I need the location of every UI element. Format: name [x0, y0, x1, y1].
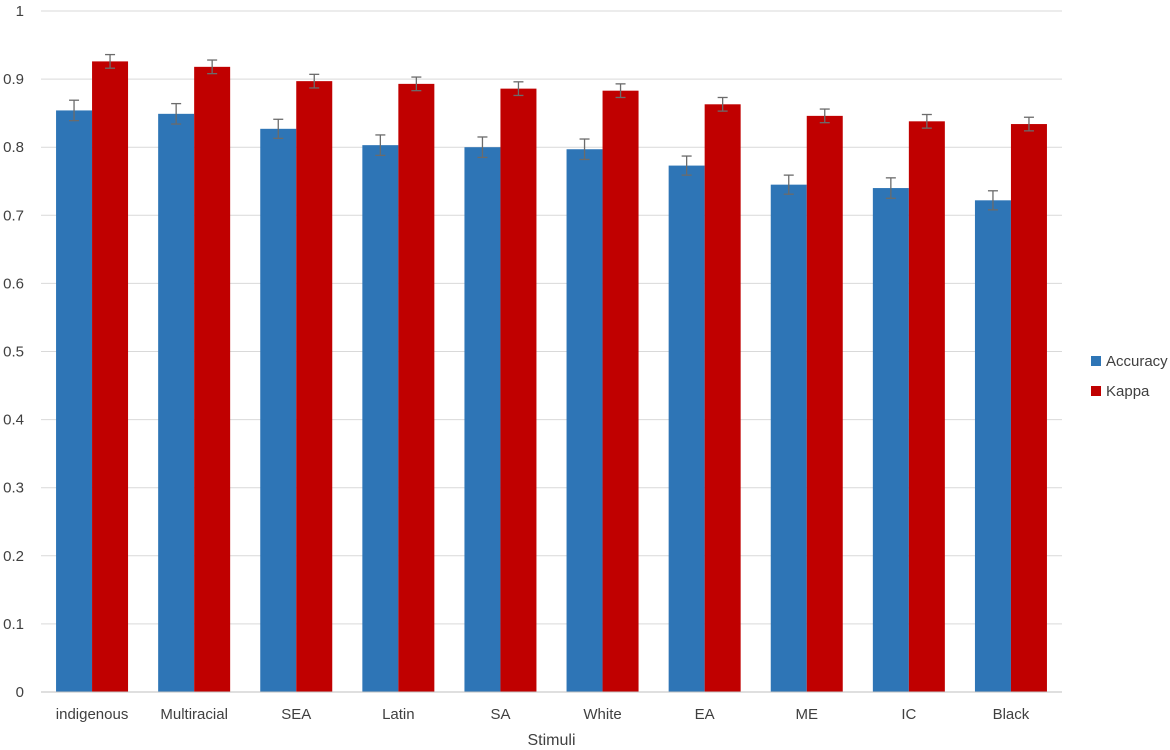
error-bar-kappa-9: [1023, 116, 1034, 132]
error-bar-accuracy-2: [273, 118, 284, 139]
x-tick-label: ME: [796, 706, 819, 723]
x-axis-categories: indigenous Multiracial SEA Latin SA White EA ME…: [56, 706, 1030, 723]
bar-kappa-4: [500, 88, 537, 692]
bar-accuracy-3: [362, 145, 399, 693]
bars: [56, 61, 1047, 693]
error-bar-accuracy-0: [69, 99, 80, 122]
bar-accuracy-5: [566, 149, 603, 693]
error-bar-kappa-2: [309, 73, 320, 89]
bar-kappa-8: [908, 121, 945, 692]
x-tick-label: SA: [490, 706, 510, 723]
x-tick-label: EA: [695, 706, 715, 723]
error-bar-kappa-0: [105, 53, 116, 69]
x-tick-label: Black: [993, 706, 1030, 723]
error-bar-accuracy-3: [375, 134, 386, 157]
x-tick-label: Latin: [382, 706, 415, 723]
legend: Accuracy Kappa: [1091, 353, 1168, 400]
x-tick-label: indigenous: [56, 706, 129, 723]
y-tick-label: 1: [16, 3, 24, 20]
bar-accuracy-9: [974, 200, 1011, 692]
x-tick-label: SEA: [281, 706, 311, 723]
legend-swatch-accuracy: [1091, 356, 1101, 366]
legend-label-kappa: Kappa: [1106, 383, 1150, 400]
bar-kappa-1: [194, 66, 231, 693]
bar-accuracy-2: [260, 128, 297, 693]
error-bar-accuracy-7: [783, 174, 794, 195]
bar-accuracy-0: [56, 110, 93, 692]
error-bar-kappa-8: [921, 113, 932, 129]
y-tick-label: 0.9: [3, 71, 24, 88]
error-bar-accuracy-9: [987, 190, 998, 211]
y-tick-label: 0.6: [3, 275, 24, 292]
bar-kappa-2: [296, 81, 333, 692]
y-tick-label: 0.4: [3, 412, 24, 429]
error-bar-kappa-3: [411, 76, 422, 92]
bar-accuracy-6: [668, 165, 705, 692]
error-bar-kappa-1: [207, 59, 218, 75]
y-tick-label: 0.5: [3, 344, 24, 361]
error-bar-kappa-6: [717, 96, 728, 112]
x-tick-label: IC: [901, 706, 916, 723]
y-tick-label: 0.8: [3, 139, 24, 156]
x-tick-label: White: [583, 706, 621, 723]
error-bar-accuracy-4: [477, 136, 488, 159]
bar-accuracy-8: [872, 188, 909, 692]
legend-label-accuracy: Accuracy: [1106, 353, 1168, 370]
y-tick-label: 0.3: [3, 480, 24, 497]
x-tick-label: Multiracial: [160, 706, 228, 723]
error-bar-accuracy-8: [885, 177, 896, 199]
bar-kappa-9: [1010, 124, 1047, 692]
bar-kappa-5: [602, 90, 639, 692]
error-bar-accuracy-6: [681, 155, 692, 176]
bar-accuracy-7: [770, 184, 807, 692]
error-bar-kappa-7: [819, 108, 830, 124]
y-axis-ticks: 0 0.1 0.2 0.3 0.4 0.5 0.6 0.7 0.8 0.9 1: [3, 3, 24, 701]
error-bars: [69, 53, 1034, 211]
error-bar-accuracy-5: [579, 138, 590, 161]
bar-kappa-3: [398, 83, 435, 692]
legend-swatch-kappa: [1091, 386, 1101, 396]
y-tick-label: 0: [16, 684, 24, 701]
bar-kappa-7: [806, 115, 843, 692]
bar-accuracy-1: [158, 113, 195, 693]
y-tick-label: 0.7: [3, 207, 24, 224]
error-bar-accuracy-1: [171, 102, 182, 125]
x-axis-title: Stimuli: [527, 732, 575, 749]
bar-kappa-0: [92, 61, 129, 693]
bar-kappa-6: [704, 104, 741, 692]
bar-accuracy-4: [464, 147, 501, 692]
error-bar-kappa-4: [513, 81, 524, 97]
y-tick-label: 0.1: [3, 616, 24, 633]
error-bar-kappa-5: [615, 83, 626, 99]
y-tick-label: 0.2: [3, 548, 24, 565]
